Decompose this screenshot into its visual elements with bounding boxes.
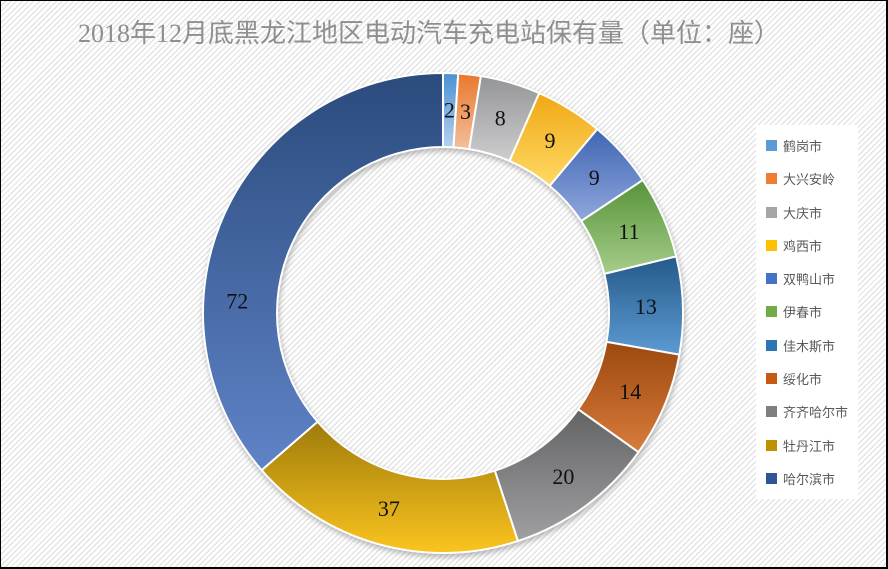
legend-item: 大庆市 (756, 203, 858, 222)
legend-item-label: 绥化市 (783, 371, 823, 387)
legend-item: 牡丹江市 (756, 436, 858, 455)
legend-color-swatch-icon (766, 173, 777, 185)
donut-slice (202, 71, 444, 472)
legend-color-swatch-icon (766, 140, 777, 152)
slice-value-label: 14 (619, 379, 641, 404)
slice-value-label: 72 (226, 289, 248, 314)
slice-value-label: 8 (495, 106, 506, 131)
legend-color-swatch-icon (766, 306, 777, 318)
legend-item: 伊春市 (756, 302, 858, 321)
legend-color-swatch-icon (766, 439, 777, 451)
slice-labels-group: 2 3 8 9 9 11 13 14 20 37 72 (226, 98, 657, 522)
legend-item: 鸡西市 (756, 236, 858, 255)
legend: 鹤岗市大兴安岭大庆市鸡西市双鸭山市伊春市佳木斯市绥化市齐齐哈尔市牡丹江市哈尔滨市 (756, 125, 858, 499)
legend-color-swatch-icon (766, 472, 777, 484)
legend-color-swatch-icon (766, 372, 777, 384)
donut-slices-group (202, 71, 684, 555)
legend-item: 鹤岗市 (756, 136, 858, 155)
legend-item-label: 牡丹江市 (783, 438, 836, 454)
legend-item: 绥化市 (756, 369, 858, 388)
slice-value-label: 37 (378, 496, 400, 521)
legend-item-label: 大庆市 (783, 205, 823, 221)
slice-value-label: 11 (618, 219, 639, 244)
legend-item-label: 大兴安岭 (783, 172, 836, 188)
legend-item-label: 齐齐哈尔市 (783, 405, 849, 421)
slice-value-label: 13 (635, 294, 657, 319)
slice-value-label: 9 (545, 128, 556, 153)
legend-item-label: 伊春市 (783, 305, 823, 321)
slice-value-label: 3 (460, 99, 471, 124)
slice-value-label: 9 (589, 165, 600, 190)
legend-item-label: 鸡西市 (783, 238, 823, 254)
legend-color-swatch-icon (766, 339, 777, 351)
legend-item-label: 双鸭山市 (783, 272, 836, 288)
slice-value-label: 20 (552, 464, 574, 489)
legend-item: 佳木斯市 (756, 336, 858, 355)
donut-slice (260, 420, 520, 555)
legend-item-label: 佳木斯市 (783, 338, 836, 354)
legend-color-swatch-icon (766, 406, 777, 418)
chart-title: 2018年12月底黑龙江地区电动汽车充电站保有量（单位：座） (77, 19, 780, 48)
legend-color-swatch-icon (766, 206, 777, 218)
legend-color-swatch-icon (766, 273, 777, 285)
slice-value-label: 2 (444, 98, 455, 123)
legend-item-label: 鹤岗市 (783, 139, 823, 155)
legend-item: 齐齐哈尔市 (756, 402, 858, 421)
legend-item: 哈尔滨市 (756, 469, 858, 488)
legend-item: 双鸭山市 (756, 269, 858, 288)
legend-item-label: 哈尔滨市 (783, 471, 836, 487)
legend-color-swatch-icon (766, 239, 777, 251)
legend-item: 大兴安岭 (756, 169, 858, 188)
